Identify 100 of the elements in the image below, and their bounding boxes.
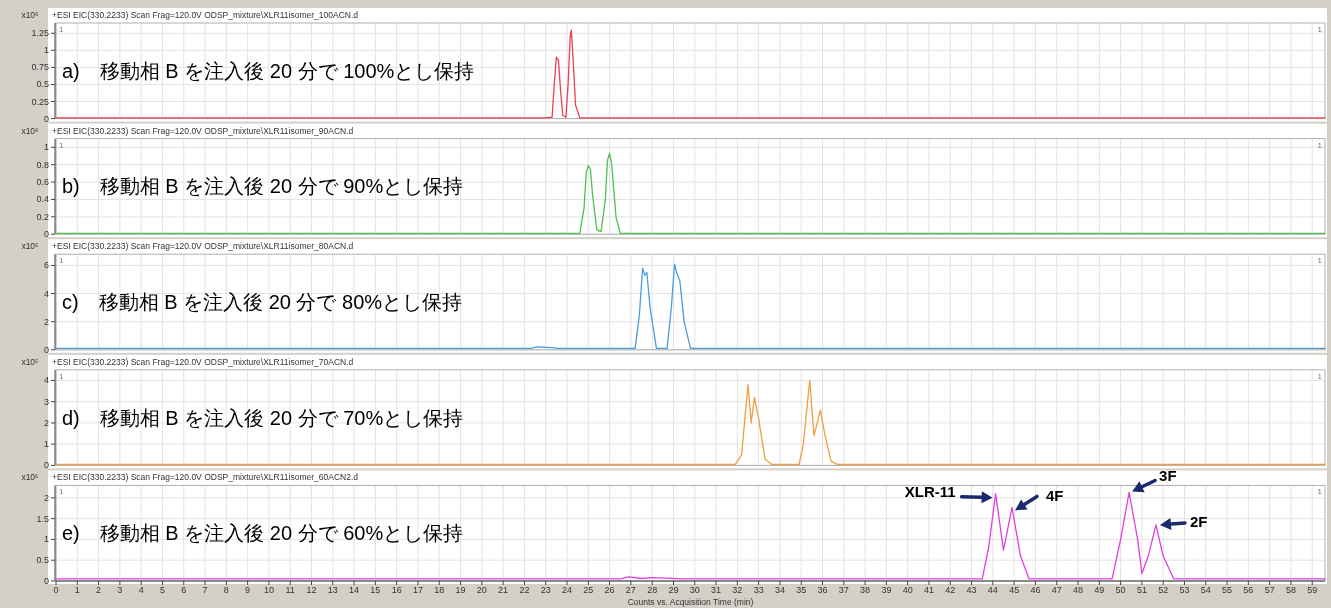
x-tick-label: 21 bbox=[498, 585, 509, 595]
y-axis-title: x10⁶ bbox=[21, 10, 39, 20]
x-tick-label: 42 bbox=[945, 585, 956, 595]
x-tick-label: 12 bbox=[306, 585, 317, 595]
x-tick-label: 16 bbox=[391, 585, 402, 595]
x-tick-label: 51 bbox=[1136, 585, 1147, 595]
annotation: XLR-11 bbox=[904, 482, 956, 500]
annotation: 2F bbox=[1189, 512, 1208, 530]
y-tick-label: 6 bbox=[43, 260, 49, 271]
x-tick-label: 47 bbox=[1051, 585, 1062, 595]
annotation: 1 bbox=[1317, 140, 1323, 150]
x-tick-label: 36 bbox=[817, 585, 828, 595]
annotation: a) 移動相 B を注入後 20 分で 100%とし保持 bbox=[62, 59, 475, 82]
y-tick-label: 0.6 bbox=[36, 177, 49, 188]
y-tick-label: 2 bbox=[43, 492, 49, 503]
x-tick-label: 38 bbox=[860, 585, 871, 595]
x-tick-label: 17 bbox=[412, 585, 423, 595]
y-tick-label: 1 bbox=[43, 534, 49, 545]
x-tick-label: 37 bbox=[838, 585, 849, 595]
x-tick-label: 45 bbox=[1009, 585, 1020, 595]
y-tick-label: 0.5 bbox=[36, 79, 49, 90]
y-axis-title: x10⁵ bbox=[21, 356, 39, 367]
x-tick-label: 14 bbox=[349, 585, 360, 595]
annotation: 1 bbox=[59, 25, 64, 34]
y-tick-label: 0.5 bbox=[36, 555, 49, 566]
x-tick-label: 43 bbox=[966, 585, 977, 595]
x-tick-label: 22 bbox=[519, 585, 530, 595]
x-tick-label: 54 bbox=[1200, 585, 1211, 595]
x-tick-label: 46 bbox=[1030, 585, 1041, 595]
x-tick-label: 15 bbox=[370, 585, 381, 595]
y-tick-label: 4 bbox=[43, 375, 49, 386]
annotation: e) 移動相 B を注入後 20 分で 60%とし保持 bbox=[62, 522, 464, 545]
annotation: 1 bbox=[59, 371, 64, 381]
x-tick-label: 58 bbox=[1285, 585, 1296, 595]
x-tick-label: 31 bbox=[711, 585, 722, 595]
x-tick-label: 57 bbox=[1264, 585, 1275, 595]
x-tick-label: 7 bbox=[202, 585, 208, 595]
y-tick-label: 0.25 bbox=[31, 96, 49, 107]
x-tick-label: 11 bbox=[285, 585, 295, 595]
chart-title: +ESI EIC(330.2233) Scan Frag=120.0V ODSP_mixture\XLR11isomer_80ACN.d bbox=[52, 241, 354, 252]
y-tick-label: 1 bbox=[43, 45, 49, 56]
annotation: 3F bbox=[1159, 467, 1177, 485]
x-tick-label: 48 bbox=[1073, 585, 1084, 595]
y-tick-label: 0 bbox=[43, 229, 49, 240]
x-tick-label: 1 bbox=[74, 585, 80, 595]
annotation: 1 bbox=[1317, 371, 1323, 381]
x-tick-label: 19 bbox=[455, 585, 466, 595]
x-tick-label: 3 bbox=[117, 585, 123, 595]
x-tick-label: 30 bbox=[689, 585, 700, 595]
x-tick-label: 10 bbox=[263, 585, 274, 595]
y-tick-label: 2 bbox=[43, 316, 49, 327]
x-tick-label: 5 bbox=[159, 585, 165, 595]
x-tick-label: 24 bbox=[562, 585, 573, 595]
x-tick-label: 23 bbox=[540, 585, 551, 595]
x-tick-label: 28 bbox=[647, 585, 658, 595]
x-tick-label: 40 bbox=[902, 585, 913, 595]
x-tick-label: 4 bbox=[138, 585, 144, 595]
y-axis-title: x10⁵ bbox=[21, 472, 39, 483]
y-tick-label: 0.2 bbox=[36, 211, 49, 222]
y-tick-label: 1 bbox=[43, 142, 49, 153]
chart-title: +ESI EIC(330.2233) Scan Frag=120.0V ODSP_mixture\XLR11isomer_90ACN.d bbox=[52, 125, 354, 136]
x-tick-label: 27 bbox=[625, 585, 636, 595]
annotation: 1 bbox=[59, 140, 64, 150]
y-tick-label: 1 bbox=[43, 439, 49, 450]
x-tick-label: 50 bbox=[1115, 585, 1126, 595]
y-tick-label: 1.5 bbox=[36, 513, 49, 524]
annotation: 1 bbox=[59, 487, 64, 497]
x-tick-label: 33 bbox=[753, 585, 764, 595]
y-tick-label: 0.8 bbox=[36, 159, 49, 170]
x-tick-label: 26 bbox=[604, 585, 615, 595]
y-tick-label: 0.75 bbox=[31, 62, 49, 73]
annotation: c) 移動相 B を注入後 20 分で 80%とし保持 bbox=[62, 291, 463, 313]
y-tick-label: 3 bbox=[43, 396, 49, 407]
x-tick-label: 34 bbox=[774, 585, 785, 595]
x-tick-label: 8 bbox=[223, 585, 229, 595]
annotation: 1 bbox=[1317, 25, 1323, 34]
x-tick-label: 39 bbox=[881, 585, 892, 595]
x-tick-label: 49 bbox=[1094, 585, 1105, 595]
y-tick-label: 1.25 bbox=[31, 28, 49, 39]
chart-title: +ESI EIC(330.2233) Scan Frag=120.0V ODSP_mixture\XLR11isomer_100ACN.d bbox=[52, 10, 359, 20]
x-tick-label: 2 bbox=[96, 585, 102, 595]
y-axis-title: x10⁵ bbox=[21, 241, 39, 252]
y-tick-label: 0 bbox=[43, 344, 49, 355]
x-tick-label: 59 bbox=[1307, 585, 1318, 595]
x-tick-label: 13 bbox=[327, 585, 338, 595]
x-tick-label: 56 bbox=[1243, 585, 1254, 595]
x-tick-label: 53 bbox=[1179, 585, 1190, 595]
x-tick-label: 9 bbox=[245, 585, 251, 595]
x-tick-label: 32 bbox=[732, 585, 743, 595]
x-tick-label: 25 bbox=[583, 585, 594, 595]
x-tick-label: 0 bbox=[53, 585, 59, 595]
x-tick-label: 44 bbox=[987, 585, 998, 595]
y-tick-label: 0 bbox=[43, 113, 49, 124]
y-tick-label: 0.4 bbox=[36, 194, 49, 205]
y-axis-title: x10⁶ bbox=[21, 125, 39, 136]
x-tick-label: 52 bbox=[1158, 585, 1169, 595]
annotation: 4F bbox=[1046, 487, 1064, 505]
x-tick-label: 41 bbox=[923, 585, 934, 595]
y-tick-label: 4 bbox=[43, 288, 49, 299]
x-tick-label: 29 bbox=[668, 585, 679, 595]
